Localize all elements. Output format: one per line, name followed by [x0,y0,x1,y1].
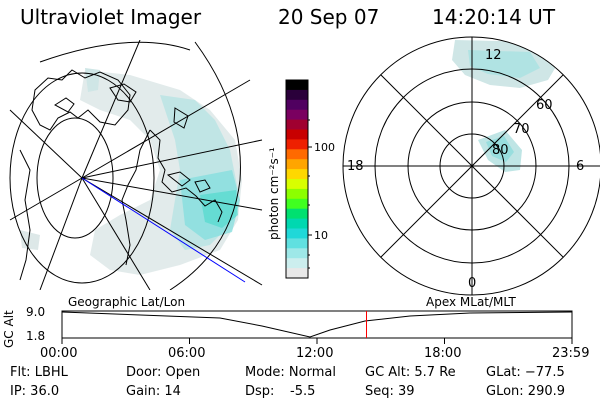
colorbar-swatch [286,99,308,111]
ground-track-line [81,177,246,283]
timeline-y-min: 1.8 [26,329,46,343]
mlt-label-12: 12 [485,48,502,63]
colorbar-swatch [286,208,308,220]
colorbar-swatch [286,248,308,259]
timeline-tick-1200: 12:00 [296,346,334,361]
lat-label-70: 70 [513,122,530,137]
timeline-axis-label: GC Alt [2,310,16,348]
door-info: Door: Open [126,365,201,380]
colorbar-swatch [286,228,308,239]
geographic-map [9,40,263,290]
mlt-label-18: 18 [347,159,364,174]
polar-grid [342,36,600,296]
colorbar-swatch [286,188,308,200]
time-label: 14:20:14 UT [432,5,556,29]
gain-info: Gain: 14 [126,384,181,399]
dsp-label: Dsp: [245,384,275,399]
date-label: 20 Sep 07 [278,5,380,29]
colorbar-swatch [286,179,308,190]
seq-info: Seq: 39 [365,384,415,399]
polar-labels: 12 18 6 0 60 70 80 [347,48,584,291]
colorbar-swatch [286,169,308,180]
colorbar-unit-label: photon cm⁻²s⁻¹ [267,147,281,240]
colorbar-swatch [286,218,308,230]
timeline-tick-0600: 06:00 [168,346,206,361]
lat-label-80: 80 [492,143,509,158]
colorbar-swatch [286,80,308,91]
timeline-y-max: 9.0 [26,305,46,319]
colorbar-swatch [286,149,308,160]
colorbar-tick-100: 100 [314,141,335,154]
timeline-tick-1800: 18:00 [424,346,462,361]
timeline-tick-2359: 23:59 [552,346,590,361]
mode-info: Mode: Normal [245,365,336,380]
ip-info: IP: 36.0 [10,384,60,399]
geo-aurora-pixels [20,68,242,275]
altitude-curve [61,311,573,338]
colorbar-swatch [286,109,308,121]
colorbar-swatch [286,238,308,249]
colorbar-swatch [286,129,308,140]
dsp-value: -5.5 [290,384,316,399]
apex-label: Apex MLat/MLT [426,295,516,309]
instrument-title: Ultraviolet Imager [20,5,202,29]
geo-graticule [9,40,263,290]
timeline-tick-0000: 00:00 [40,346,78,361]
timeline-ticks [61,338,573,344]
colorbar-swatch [286,89,308,101]
color-scale-bar [286,80,308,279]
geo-coastlines [19,69,223,281]
glon-info: GLon: 290.9 [486,384,566,399]
mlt-label-0: 0 [468,276,476,291]
geographic-label: Geographic Lat/Lon [68,295,186,309]
colorbar-swatch [286,258,308,269]
mlt-label-6: 6 [576,159,584,174]
colorbar-swatch [286,159,308,170]
colorbar-tick-10: 10 [314,229,328,242]
glat-info: GLat: −77.5 [486,365,565,380]
lat-label-60: 60 [536,98,553,113]
colorbar-swatch [286,139,308,150]
colorbar-swatch [286,119,308,131]
gc-alt-info: GC Alt: 5.7 Re [365,365,456,380]
colorbar-ticks [308,119,312,269]
colorbar-swatch [286,268,308,279]
colorbar-swatch [286,198,308,210]
filter-info: Flt: LBHL [10,365,68,380]
